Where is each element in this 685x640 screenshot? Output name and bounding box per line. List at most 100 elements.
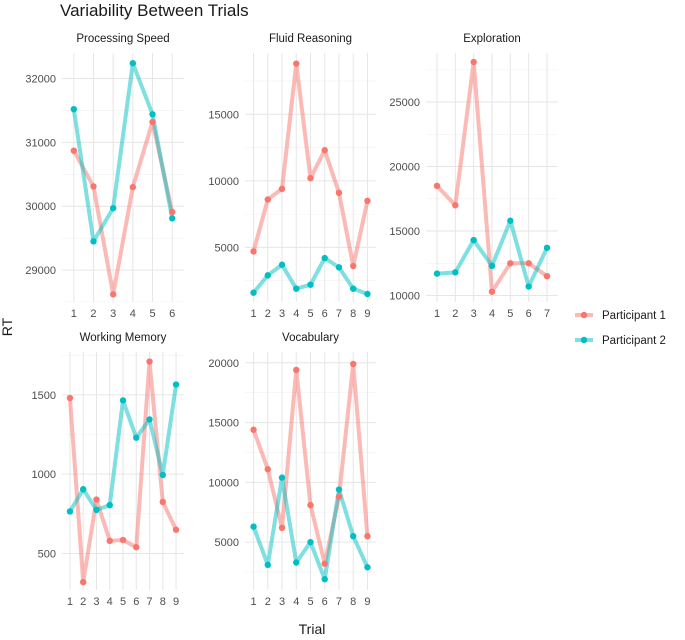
x-tick-label: 2 — [452, 308, 458, 320]
y-tick-label: 500 — [38, 549, 56, 561]
chart-title: Variability Between Trials — [60, 1, 249, 20]
data-point — [364, 564, 371, 571]
data-point — [264, 196, 271, 203]
y-tick-label: 10000 — [208, 176, 239, 188]
x-tick-label: 6 — [322, 308, 328, 320]
x-tick-label: 3 — [93, 596, 99, 608]
data-point — [133, 543, 140, 551]
x-tick-label: 2 — [265, 596, 271, 608]
data-point — [470, 236, 477, 244]
y-tick-label: 5000 — [215, 242, 239, 254]
y-tick-label: 5000 — [215, 537, 239, 549]
data-point — [119, 536, 127, 544]
data-point — [129, 60, 137, 67]
x-tick-label: 7 — [336, 308, 342, 320]
data-point — [307, 281, 314, 288]
data-point — [278, 185, 286, 193]
data-point — [350, 285, 357, 292]
data-point — [90, 183, 97, 190]
data-point — [488, 262, 496, 270]
data-point — [250, 248, 257, 255]
x-tick-label: 8 — [160, 596, 166, 608]
legend-label: Participant 1 — [602, 310, 666, 322]
x-tick-label: 6 — [169, 308, 175, 320]
x-axis-title: Trial — [299, 621, 326, 637]
data-point — [488, 288, 496, 295]
data-point — [350, 532, 357, 540]
facet-title: Vocabulary — [282, 332, 339, 344]
data-point — [109, 291, 117, 298]
data-point — [149, 111, 156, 118]
data-point — [70, 105, 78, 113]
facet-panel: 29000 30000 31000 32000 1 2 3 4 5 6 Processing Spe… — [25, 33, 184, 320]
x-tick-label: 6 — [133, 596, 139, 608]
data-point — [66, 394, 74, 402]
data-point — [321, 560, 328, 567]
x-tick-label: 9 — [364, 596, 370, 608]
x-tick-label: 4 — [130, 308, 136, 320]
facet-panel: 10000 15000 20000 25000 1 2 3 4 5 6 7 Exploration — [389, 33, 558, 320]
y-tick-label: 30000 — [25, 201, 56, 213]
x-tick-label: 2 — [90, 308, 96, 320]
x-tick-label: 1 — [67, 596, 73, 608]
x-tick-label: 4 — [489, 308, 495, 320]
data-point — [80, 578, 87, 586]
data-point — [109, 204, 117, 212]
x-tick-label: 6 — [322, 596, 328, 608]
data-point — [433, 270, 441, 277]
data-point — [146, 416, 153, 423]
y-tick-label: 15000 — [389, 226, 420, 238]
data-point — [106, 537, 113, 545]
data-point — [278, 524, 286, 532]
data-point — [146, 358, 153, 365]
x-tick-label: 3 — [279, 596, 285, 608]
data-point — [307, 501, 314, 509]
facet-title: Fluid Reasoning — [269, 33, 352, 45]
x-tick-label: 8 — [350, 308, 356, 320]
y-tick-label: 20000 — [208, 358, 239, 370]
x-tick-label: 5 — [507, 308, 513, 320]
data-point — [350, 360, 357, 368]
x-tick-label: 3 — [279, 308, 285, 320]
x-tick-label: 1 — [434, 308, 440, 320]
facet-title: Exploration — [463, 33, 521, 45]
data-point — [90, 238, 97, 245]
data-point — [452, 269, 459, 276]
x-tick-label: 7 — [336, 596, 342, 608]
data-point — [264, 561, 271, 569]
x-tick-label: 5 — [307, 596, 313, 608]
y-tick-label: 31000 — [25, 137, 56, 149]
x-tick-label: 4 — [107, 596, 113, 608]
x-tick-label: 5 — [149, 308, 155, 320]
data-point — [70, 147, 78, 154]
y-tick-label: 10000 — [389, 291, 420, 303]
legend: Participant 1 Participant 2 — [575, 310, 666, 347]
data-point — [470, 58, 477, 66]
x-tick-label: 7 — [544, 308, 550, 320]
data-point — [93, 496, 100, 503]
data-point — [307, 174, 314, 182]
data-point — [293, 285, 300, 292]
data-point — [293, 366, 300, 374]
x-tick-label: 4 — [293, 308, 299, 320]
y-tick-label: 10000 — [208, 477, 239, 489]
data-point — [525, 260, 532, 267]
x-tick-label: 4 — [293, 596, 299, 608]
data-point — [321, 576, 328, 583]
data-point — [350, 262, 357, 270]
data-point — [278, 474, 286, 481]
facet-panel: 5000 10000 15000 20000 1 2 3 4 5 6 7 8 9 Vocabulary — [208, 332, 376, 608]
data-point — [293, 559, 300, 566]
data-point — [364, 290, 371, 298]
data-point — [250, 289, 257, 296]
legend-label: Participant 2 — [602, 335, 666, 347]
series-line — [71, 61, 175, 244]
y-axis-title: RT — [0, 317, 15, 336]
data-point — [335, 493, 343, 500]
y-tick-label: 15000 — [208, 418, 239, 430]
x-tick-label: 1 — [71, 308, 77, 320]
y-tick-label: 25000 — [389, 97, 420, 109]
legend-key-point — [580, 311, 588, 319]
data-point — [335, 189, 343, 197]
